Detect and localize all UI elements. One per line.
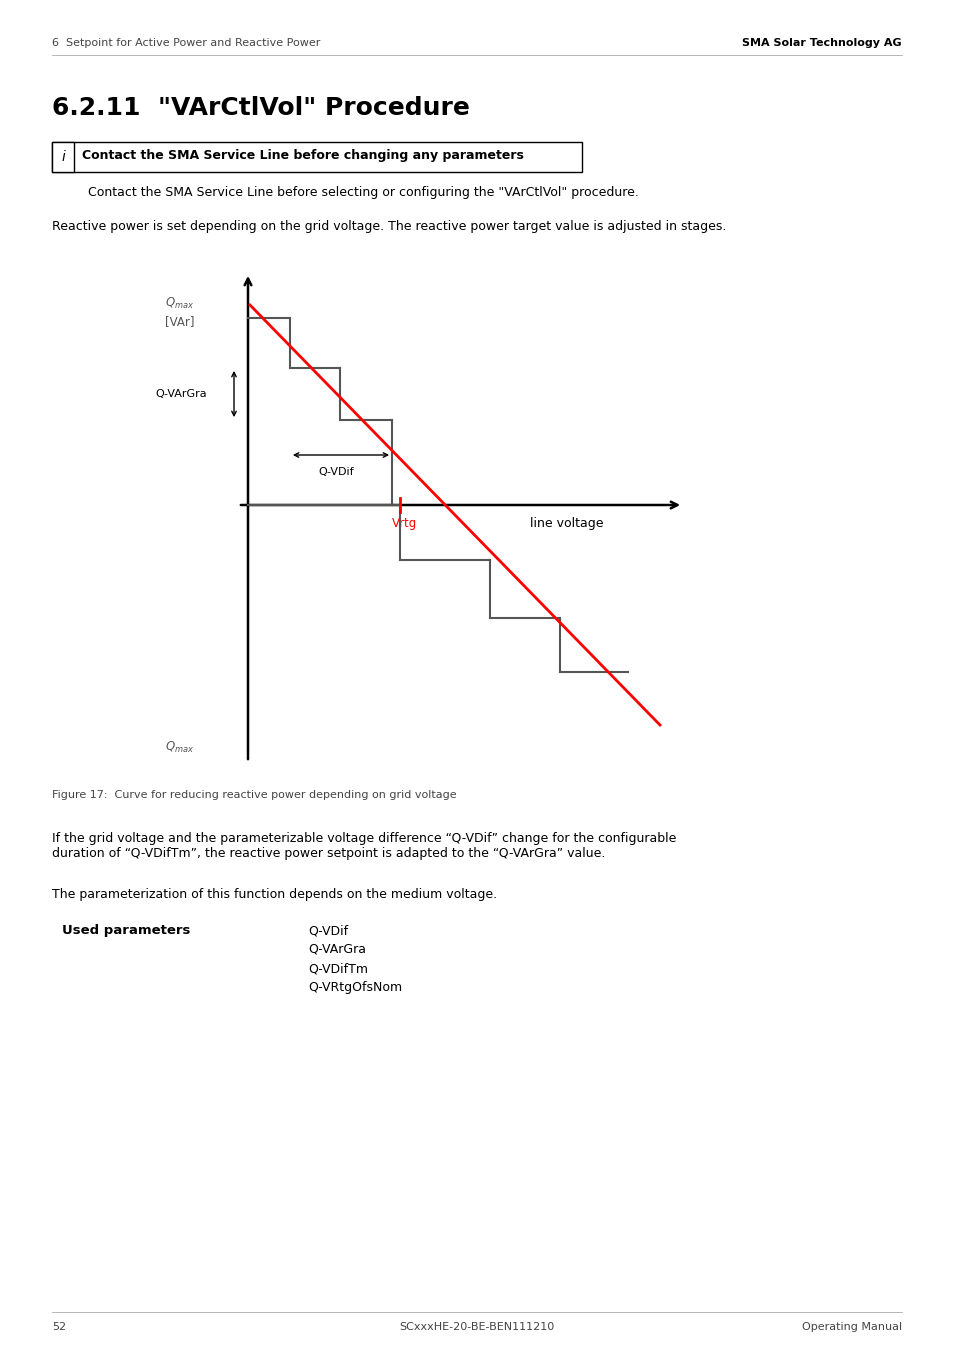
Text: Q-VArGra: Q-VArGra (154, 389, 207, 399)
Text: 6  Setpoint for Active Power and Reactive Power: 6 Setpoint for Active Power and Reactive… (52, 38, 320, 49)
Text: Q-VArGra: Q-VArGra (308, 942, 366, 956)
Text: Q-VDifTm: Q-VDifTm (308, 963, 368, 975)
Text: [VAr]: [VAr] (165, 315, 194, 329)
Text: Operating Manual: Operating Manual (801, 1322, 901, 1332)
Text: Figure 17:  Curve for reducing reactive power depending on grid voltage: Figure 17: Curve for reducing reactive p… (52, 790, 456, 800)
Text: line voltage: line voltage (530, 516, 603, 530)
Bar (52, 142, 74, 172)
Text: Q-VDif: Q-VDif (308, 923, 348, 937)
Text: 52: 52 (52, 1322, 66, 1332)
Text: Q-VDif: Q-VDif (318, 466, 354, 477)
Text: i: i (61, 150, 65, 164)
Text: $Q_{max}$: $Q_{max}$ (165, 740, 194, 756)
Text: SCxxxHE-20-BE-BEN111210: SCxxxHE-20-BE-BEN111210 (399, 1322, 554, 1332)
Text: Contact the SMA Service Line before changing any parameters: Contact the SMA Service Line before chan… (82, 149, 523, 162)
Text: Contact the SMA Service Line before selecting or configuring the "VArCtlVol" pro: Contact the SMA Service Line before sele… (88, 187, 639, 199)
Text: 6.2.11  "VArCtlVol" Procedure: 6.2.11 "VArCtlVol" Procedure (52, 96, 470, 120)
Text: If the grid voltage and the parameterizable voltage difference “Q-VDif” change f: If the grid voltage and the parameteriza… (52, 831, 676, 860)
Text: $Q_{max}$: $Q_{max}$ (165, 296, 194, 311)
Text: Vrtg: Vrtg (392, 516, 416, 530)
Bar (52, 142, 581, 172)
Text: Used parameters: Used parameters (62, 923, 191, 937)
Text: Q-VRtgOfsNom: Q-VRtgOfsNom (308, 982, 402, 994)
Text: The parameterization of this function depends on the medium voltage.: The parameterization of this function de… (52, 888, 497, 900)
Text: Reactive power is set depending on the grid voltage. The reactive power target v: Reactive power is set depending on the g… (52, 220, 725, 233)
Text: SMA Solar Technology AG: SMA Solar Technology AG (741, 38, 901, 49)
